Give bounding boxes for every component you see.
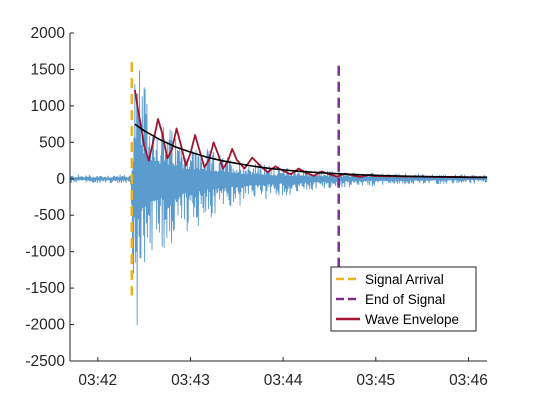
legend-label: Signal Arrival: [365, 272, 444, 287]
y-tick-label: -1500: [25, 280, 65, 297]
legend-label: Wave Envelope: [365, 312, 459, 327]
y-ticks: 2000 1500 1000 500 0 -500 -1000 -1500 -2000 -2500: [25, 25, 74, 370]
y-tick-label: 1000: [31, 98, 66, 115]
axes: [69, 33, 487, 362]
envelope-fit-line: [134, 123, 488, 179]
y-tick-label: 500: [39, 134, 65, 151]
y-tick-label: 0: [56, 171, 65, 188]
legend-label: End of Signal: [365, 292, 445, 307]
legend: Signal Arrival End of Signal Wave Envelope: [330, 266, 477, 332]
x-tick-label: 03:43: [171, 372, 210, 389]
y-tick-label: -2500: [25, 353, 65, 370]
plot-area: [69, 33, 488, 361]
x-tick-label: 03:42: [78, 372, 117, 389]
x-tick-label: 03:44: [264, 372, 303, 389]
y-tick-label: 1500: [31, 61, 66, 78]
y-tick-label: 2000: [31, 25, 66, 42]
y-tick-label: -2000: [25, 317, 65, 334]
vertical-lines-layer: [130, 62, 340, 296]
x-ticks: 03:42 03:43 03:44 03:45 03:46: [78, 357, 488, 389]
y-tick-label: -500: [34, 207, 65, 224]
x-tick-label: 03:46: [449, 372, 488, 389]
x-tick-label: 03:45: [356, 372, 395, 389]
lines-layer: [133, 89, 488, 179]
y-tick-label: -1000: [25, 244, 65, 261]
